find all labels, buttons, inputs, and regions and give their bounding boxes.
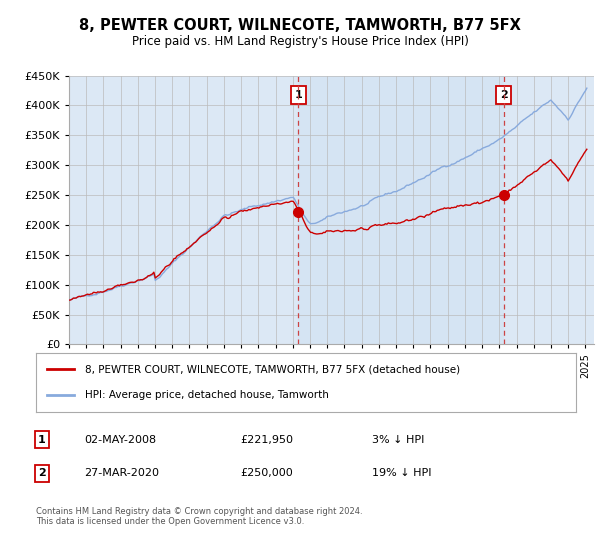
Text: Contains HM Land Registry data © Crown copyright and database right 2024.
This d: Contains HM Land Registry data © Crown c… <box>36 507 362 526</box>
Text: 1: 1 <box>295 90 302 100</box>
Text: Price paid vs. HM Land Registry's House Price Index (HPI): Price paid vs. HM Land Registry's House … <box>131 35 469 49</box>
Text: 8, PEWTER COURT, WILNECOTE, TAMWORTH, B77 5FX (detached house): 8, PEWTER COURT, WILNECOTE, TAMWORTH, B7… <box>85 364 460 374</box>
Text: 19% ↓ HPI: 19% ↓ HPI <box>372 468 431 478</box>
Text: 27-MAR-2020: 27-MAR-2020 <box>84 468 159 478</box>
Text: HPI: Average price, detached house, Tamworth: HPI: Average price, detached house, Tamw… <box>85 390 328 400</box>
Text: 02-MAY-2008: 02-MAY-2008 <box>84 435 156 445</box>
Text: 1: 1 <box>38 435 46 445</box>
Text: 2: 2 <box>38 468 46 478</box>
Text: 2: 2 <box>500 90 508 100</box>
Text: £250,000: £250,000 <box>240 468 293 478</box>
Text: £221,950: £221,950 <box>240 435 293 445</box>
Bar <box>298 76 503 344</box>
Text: 8, PEWTER COURT, WILNECOTE, TAMWORTH, B77 5FX: 8, PEWTER COURT, WILNECOTE, TAMWORTH, B7… <box>79 18 521 32</box>
Text: 3% ↓ HPI: 3% ↓ HPI <box>372 435 424 445</box>
